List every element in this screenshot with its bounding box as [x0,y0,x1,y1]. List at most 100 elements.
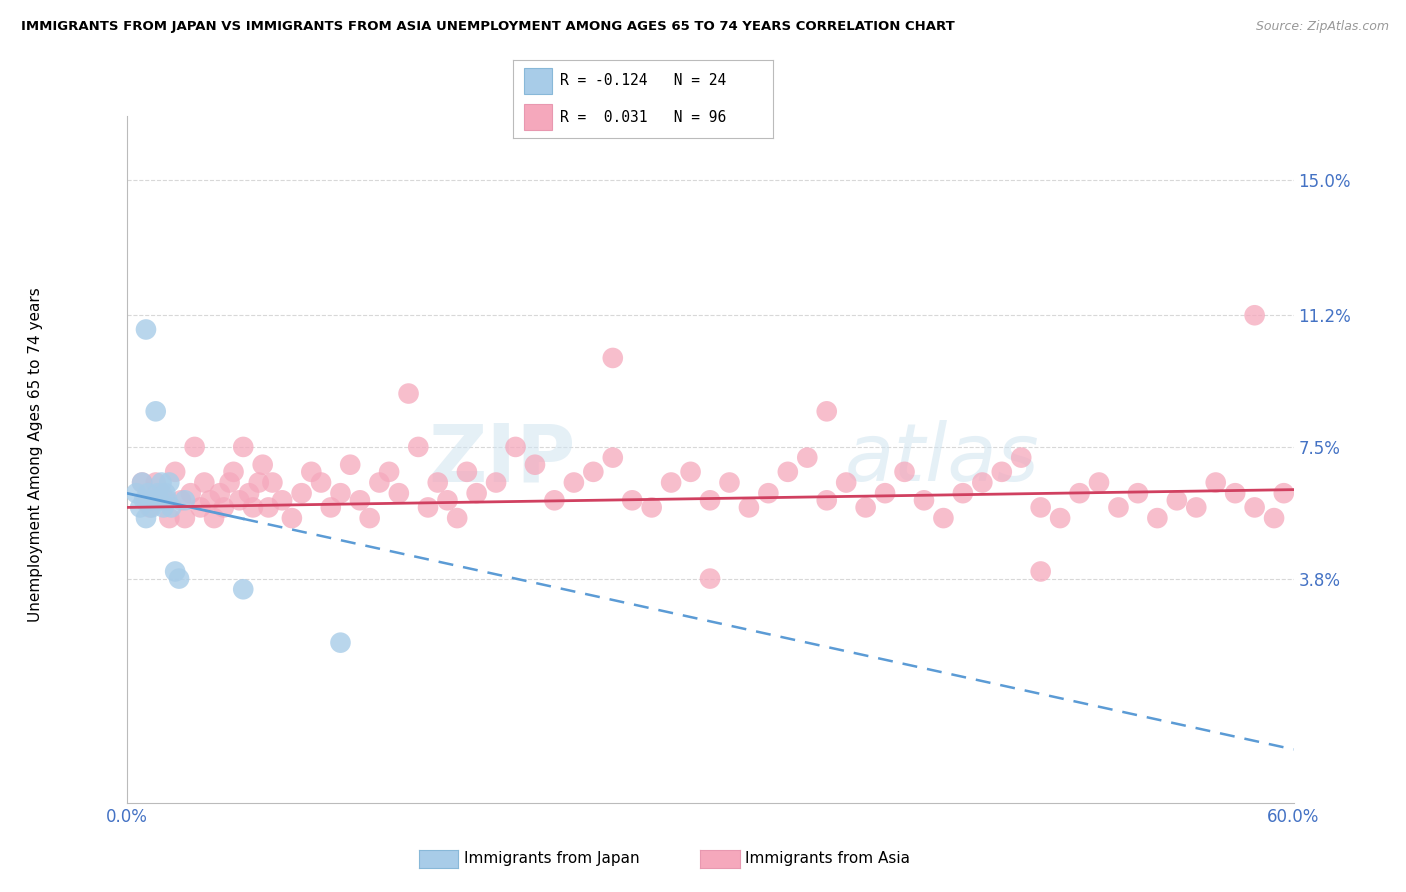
Point [456,465,478,479]
Point [562,475,585,490]
Point [815,493,838,508]
Point [1185,500,1208,515]
Point [247,475,270,490]
Point [167,572,190,586]
Point [543,493,565,508]
Point [155,486,177,500]
Point [446,511,468,525]
Point [602,351,624,365]
Point [157,511,180,525]
Point [388,486,411,500]
Point [659,475,682,490]
Point [776,465,799,479]
Text: IMMIGRANTS FROM JAPAN VS IMMIGRANTS FROM ASIA UNEMPLOYMENT AMONG AGES 65 TO 74 Y: IMMIGRANTS FROM JAPAN VS IMMIGRANTS FROM… [21,20,955,33]
Point [193,475,215,490]
Point [252,458,274,472]
Point [150,475,173,490]
Point [699,572,721,586]
Point [170,493,193,508]
Point [290,486,312,500]
Point [202,511,225,525]
Point [756,486,779,500]
Point [281,511,304,525]
Point [1108,500,1130,515]
Point [228,493,250,508]
Point [378,465,401,479]
Point [1029,500,1052,515]
Point [157,475,180,490]
Point [156,493,179,508]
Text: Unemployment Among Ages 65 to 74 years: Unemployment Among Ages 65 to 74 years [28,287,42,623]
Point [932,511,955,525]
Point [339,458,361,472]
Point [136,486,159,500]
Point [912,493,935,508]
Point [426,475,449,490]
Point [152,500,174,515]
Point [796,450,818,465]
Point [271,493,294,508]
Point [232,440,254,454]
Point [1243,308,1265,322]
Point [1272,486,1295,500]
Point [1146,511,1168,525]
FancyBboxPatch shape [523,68,553,95]
Point [131,475,153,490]
Point [145,475,167,490]
Point [262,475,284,490]
Point [146,486,169,500]
Point [1049,511,1071,525]
Point [165,565,187,579]
Point [952,486,974,500]
Point [160,500,183,515]
Point [1223,486,1246,500]
Point [1243,500,1265,515]
Point [505,440,527,454]
Point [309,475,332,490]
Point [893,465,915,479]
Point [602,450,624,465]
Point [238,486,260,500]
Point [180,486,202,500]
Point [141,500,163,515]
Point [835,475,858,490]
Point [699,493,721,508]
Point [174,493,197,508]
Point [641,500,664,515]
Text: Source: ZipAtlas.com: Source: ZipAtlas.com [1256,20,1389,33]
Text: atlas: atlas [844,420,1039,499]
FancyBboxPatch shape [523,103,553,130]
Point [135,511,157,525]
Point [972,475,994,490]
Point [174,511,197,525]
Point [129,500,152,515]
Point [1166,493,1188,508]
Point [349,493,371,508]
Point [150,486,173,500]
Text: R = -0.124   N = 24: R = -0.124 N = 24 [560,73,727,88]
Point [125,486,148,500]
Text: Immigrants from Japan: Immigrants from Japan [464,852,640,866]
Point [855,500,877,515]
Point [1029,565,1052,579]
Point [1126,486,1149,500]
Point [212,500,235,515]
Point [257,500,280,515]
Point [232,582,254,597]
Point [299,465,322,479]
Point [359,511,381,525]
Point [208,486,231,500]
Point [621,493,644,508]
Point [329,635,352,649]
Point [436,493,458,508]
Point [242,500,264,515]
Point [131,475,153,490]
Point [738,500,761,515]
Point [875,486,897,500]
Point [329,486,352,500]
Point [1010,450,1032,465]
Point [718,475,741,490]
Point [145,404,167,418]
Text: R =  0.031   N = 96: R = 0.031 N = 96 [560,110,727,125]
Point [465,486,488,500]
